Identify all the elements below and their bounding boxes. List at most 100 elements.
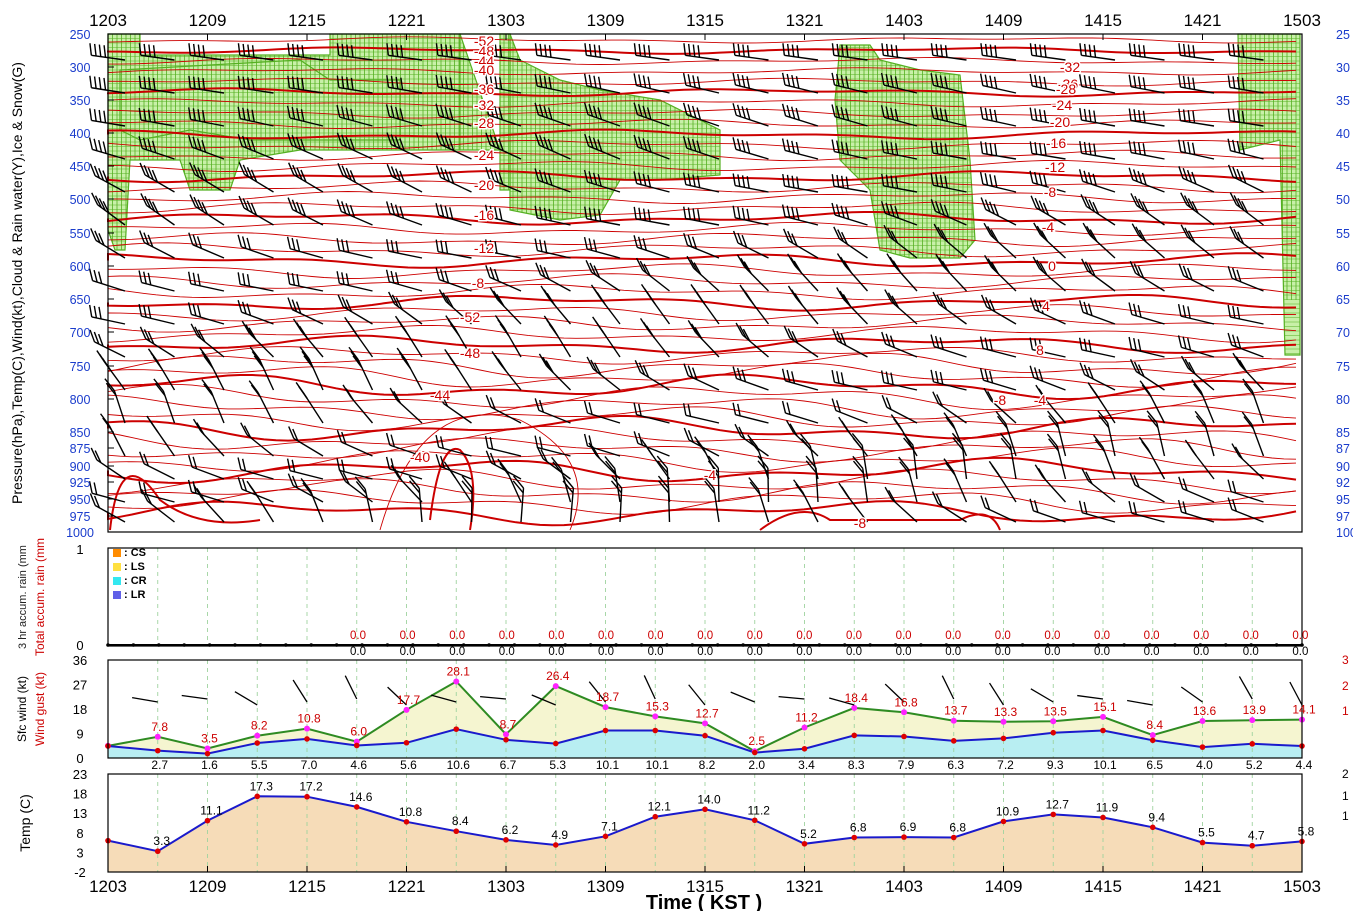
wind-barb: [1128, 140, 1165, 160]
wind-barb: [286, 272, 324, 292]
isotherm-warm-core: [429, 447, 475, 531]
wind-barb: [1034, 464, 1067, 503]
wind-barb: [138, 75, 175, 94]
wind-barb: [187, 454, 225, 480]
wind-barb: [640, 438, 671, 480]
wind-barb: [139, 230, 175, 259]
wind-barb: [534, 43, 571, 61]
gust-point: [254, 732, 261, 739]
isotherm-label: 4: [436, 387, 444, 403]
wind-barb: [1029, 141, 1066, 160]
wind-barb: [287, 43, 324, 61]
surface-wind-barb: [531, 694, 557, 706]
isotherm-line: [107, 211, 1297, 226]
right-tick-label: 100: [1336, 526, 1353, 540]
gust-label: 13.6: [1193, 704, 1217, 718]
time-tick-label-bottom: 1315: [686, 877, 724, 896]
wind-barb: [485, 43, 522, 61]
wind-barb: [292, 318, 324, 358]
wind-barb: [1177, 499, 1215, 523]
gust-label: 8.7: [500, 717, 517, 731]
wind-barb: [287, 297, 324, 325]
pressure-tick-label: 400: [70, 127, 91, 141]
surface-wind-barb: [588, 681, 607, 703]
wind-barb: [831, 202, 868, 226]
wind-barb: [883, 224, 918, 259]
right-tick-label: 90: [1336, 460, 1350, 474]
isotherm-line: [107, 489, 1297, 515]
wind-barb: [1129, 359, 1165, 391]
right-tick-label: 85: [1336, 426, 1350, 440]
precip-total-label: 0.0: [548, 630, 564, 642]
wind-barb: [881, 43, 918, 61]
wind-barb: [534, 205, 571, 226]
wind-barb: [485, 74, 522, 94]
precip-accum-label: 0.0: [945, 646, 961, 658]
wind-barb: [930, 173, 967, 193]
isotherm-line: [107, 437, 1297, 463]
gust-label: 18.7: [596, 690, 620, 704]
wind-barb: [999, 433, 1017, 480]
wind-label: 6.7: [500, 758, 517, 772]
wind-barb: [435, 239, 472, 259]
wind-barb: [192, 418, 225, 457]
wind-barb: [683, 232, 720, 259]
wind-barb: [781, 204, 819, 226]
isotherm-line: [107, 98, 1297, 108]
wind-barb: [138, 270, 175, 292]
wind-barb: [1241, 411, 1265, 457]
temp-label: 11.9: [1096, 801, 1119, 815]
surface-wind-barbs: [132, 675, 1303, 706]
wind-barb: [387, 291, 423, 325]
right-tick-label: 80: [1336, 393, 1350, 407]
temp-label: 10.8: [399, 805, 423, 819]
gust-label: 8.4: [1146, 718, 1163, 732]
temp-ylabel: Temp (C): [17, 794, 33, 852]
time-tick-label-top: 1221: [388, 11, 426, 30]
wind-point: [652, 727, 659, 734]
wind-point: [154, 747, 161, 754]
wind-barb: [732, 402, 769, 424]
wind-barb: [396, 347, 423, 391]
surface-wind-barb: [988, 682, 1005, 706]
gust-point: [154, 733, 161, 740]
wind-ytick: 9: [76, 727, 83, 742]
precip-accum-label: 0.0: [846, 646, 862, 658]
wind-barb: [635, 257, 670, 292]
surface-wind-barb: [643, 675, 656, 700]
wind-barb: [138, 136, 175, 160]
wind-barb: [793, 479, 819, 523]
wind-barb: [586, 356, 621, 391]
wind-barb: [237, 75, 274, 94]
wind-barb: [461, 475, 473, 523]
wind-barb: [1180, 224, 1215, 259]
wind-ytick: 36: [73, 653, 87, 668]
right-tick-label: 25: [1336, 28, 1350, 42]
wind-barb: [287, 473, 324, 503]
isotherm-label: -12: [474, 240, 494, 256]
wind-barb: [1177, 335, 1215, 358]
wind-barb: [485, 132, 522, 160]
wind-barb: [237, 133, 274, 160]
isotherm-line: [107, 108, 1297, 119]
isotherm-line: [107, 324, 1297, 344]
wind-barb: [604, 455, 621, 503]
wind-barb: [1029, 170, 1066, 193]
wind-barb: [485, 394, 522, 424]
precip-total-label: 0.0: [1292, 630, 1308, 642]
isotherm-label: -8: [1044, 184, 1057, 200]
gust-point: [1050, 718, 1057, 725]
wind-barb: [736, 254, 769, 292]
wind-barb: [1227, 479, 1264, 503]
precip-accum-label: 0.0: [598, 646, 614, 658]
right-tick-label: 65: [1336, 293, 1350, 307]
wind-barb: [1079, 74, 1116, 94]
precip-accum-label: 0.0: [747, 646, 763, 658]
legend-entry: : CS: [124, 547, 146, 559]
wind-point: [403, 739, 410, 746]
temp-label: 3.3: [153, 834, 170, 848]
temp-point: [1149, 824, 1156, 831]
wind-barb: [633, 235, 670, 259]
surface-wind-barb: [292, 679, 308, 703]
